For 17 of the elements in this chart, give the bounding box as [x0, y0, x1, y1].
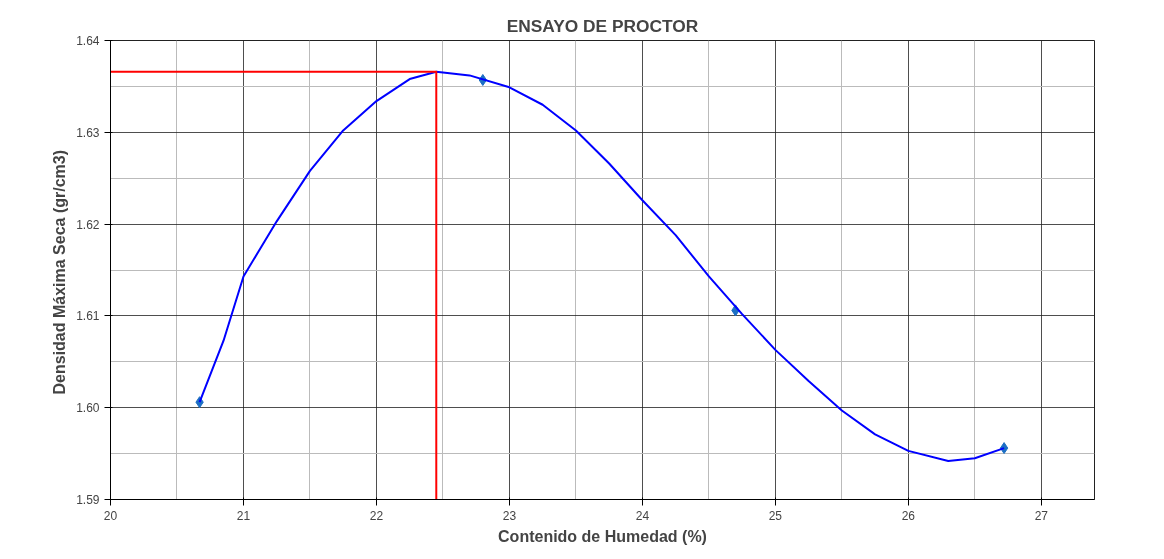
x-tick-label: 27: [1034, 508, 1049, 523]
x-tick-label: 21: [236, 508, 251, 523]
y-axis-title: Densidad Máxima Seca (gr/cm3): [51, 149, 69, 395]
x-tick-label: 23: [502, 508, 517, 523]
x-axis-title: Contenido de Humedad (%): [498, 527, 707, 545]
y-tick-label: 1.62: [76, 217, 100, 232]
x-tick-label: 25: [768, 508, 783, 523]
x-tick-label: 22: [369, 508, 384, 523]
y-tick-label: 1.63: [76, 125, 100, 140]
x-tick-label: 20: [103, 508, 118, 523]
chart-title: ENSAYO DE PROCTOR: [506, 15, 699, 36]
y-tick-label: 1.64: [76, 34, 100, 48]
y-tick-label: 1.60: [76, 401, 100, 416]
x-tick-label: 26: [901, 508, 916, 523]
y-tick-label: 1.61: [76, 309, 100, 324]
y-tick-label: 1.59: [76, 493, 100, 507]
x-tick-label: 24: [635, 508, 650, 523]
